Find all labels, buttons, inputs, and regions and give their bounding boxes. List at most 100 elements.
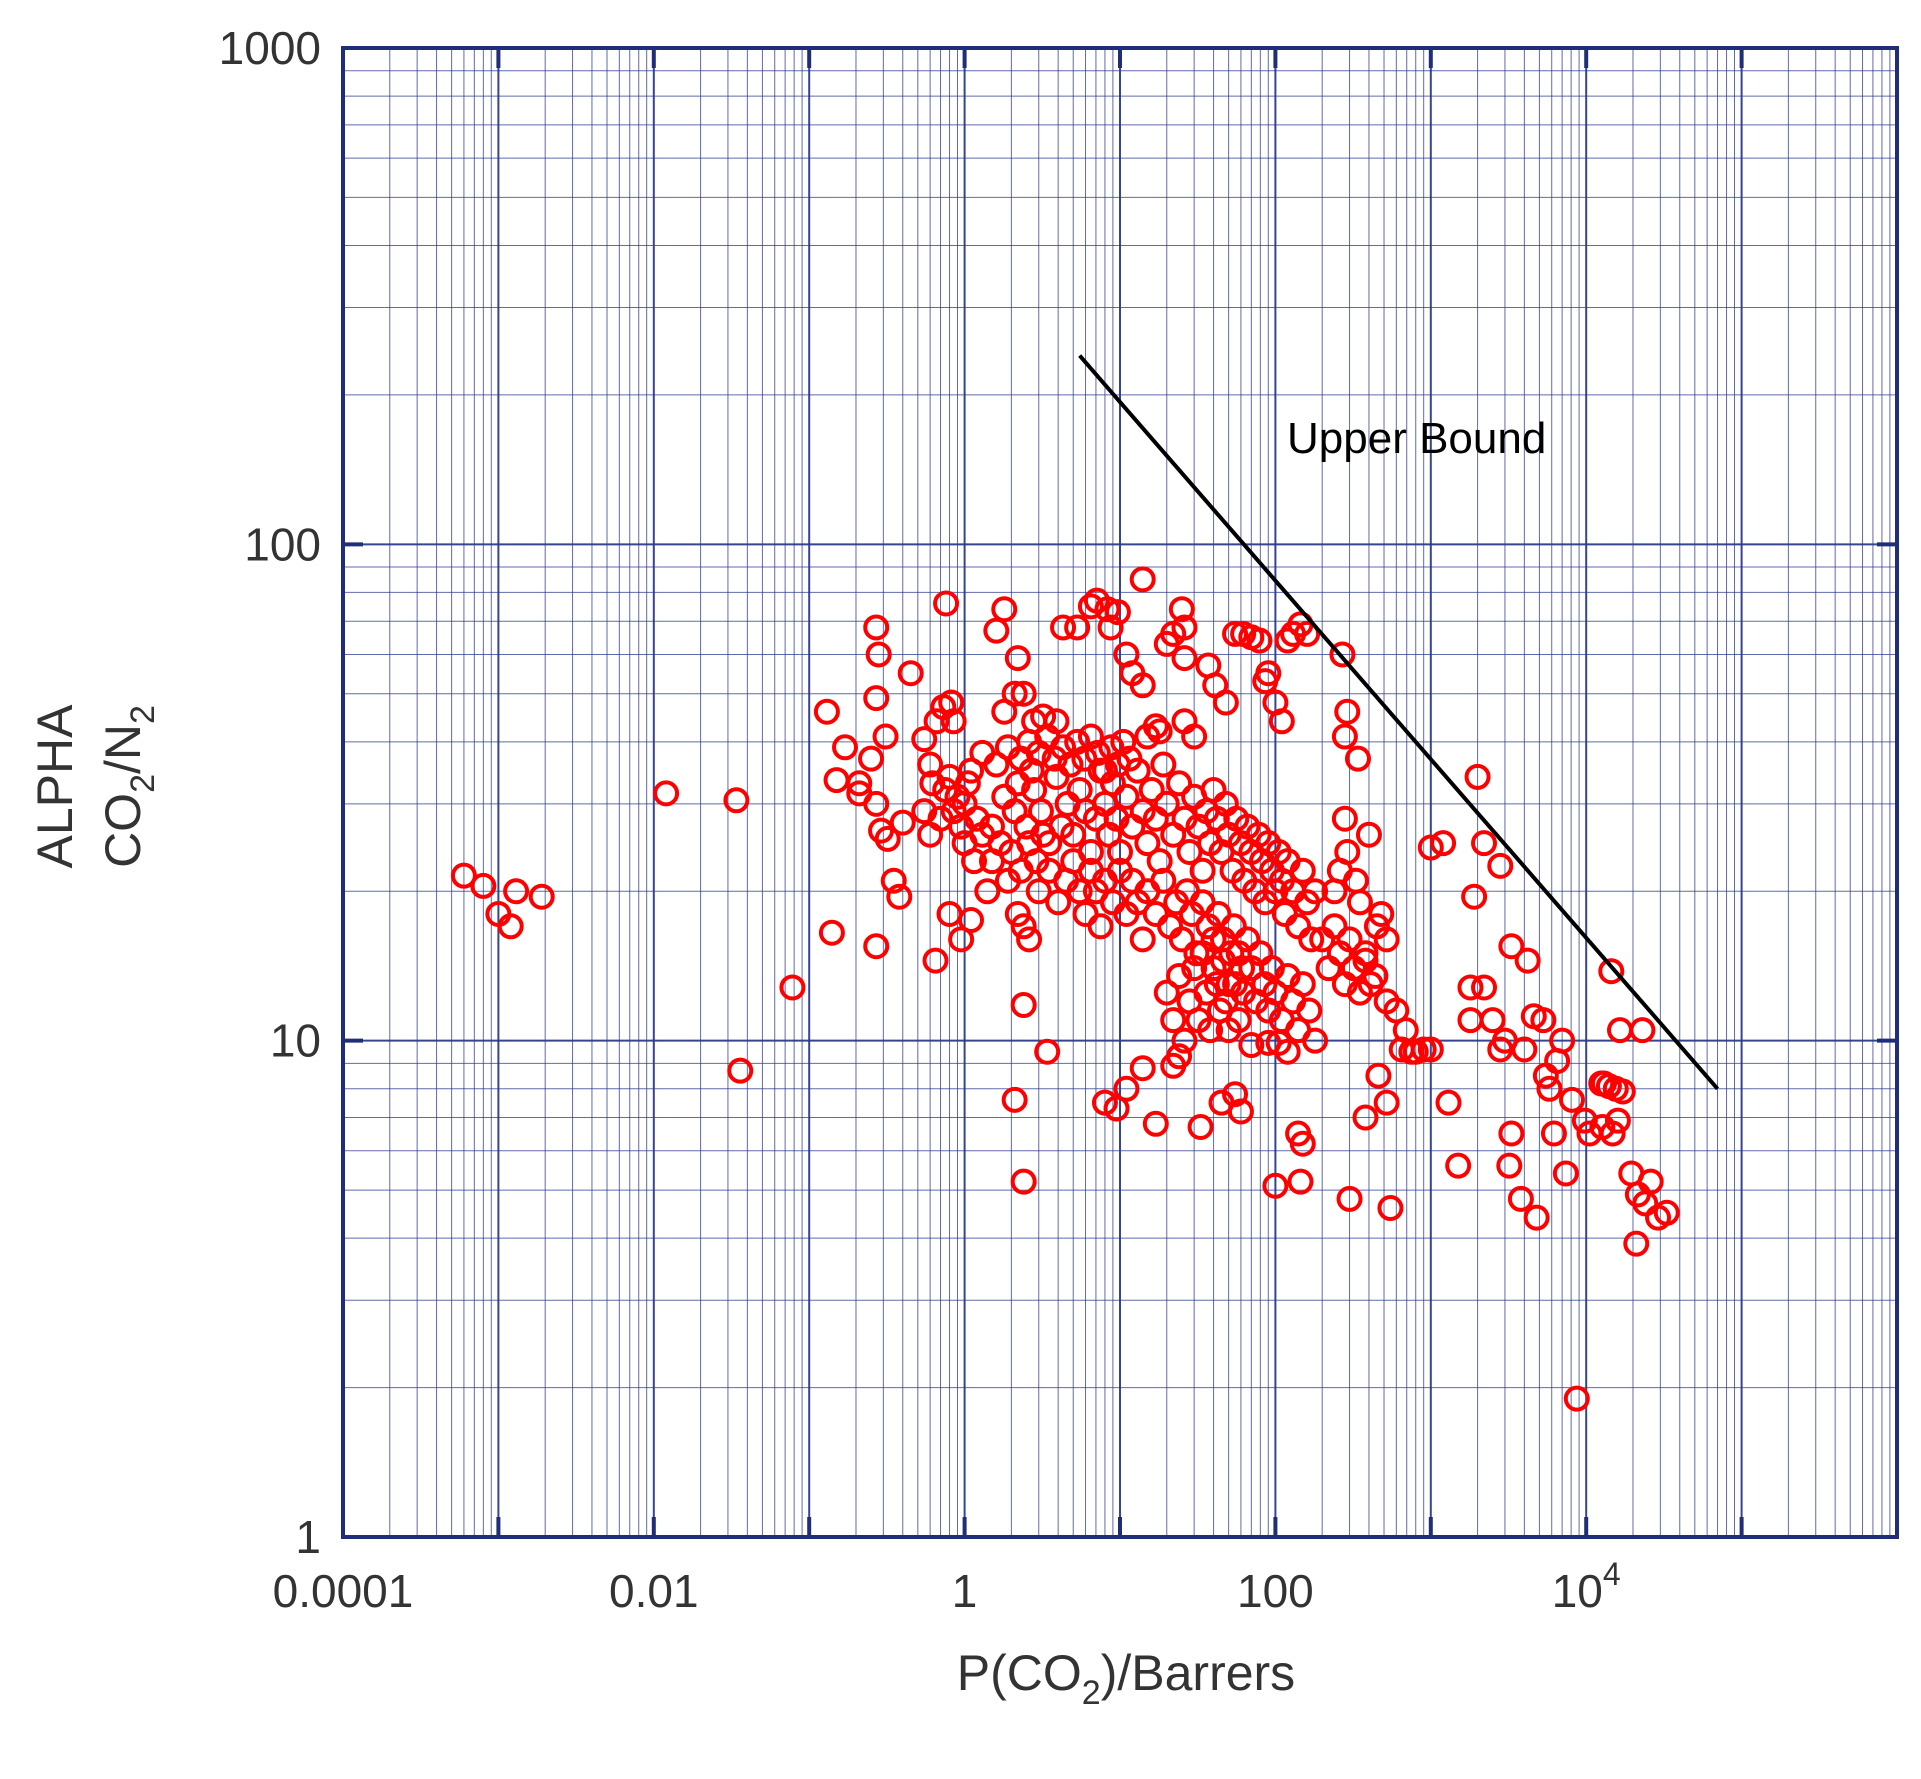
data-point xyxy=(1171,614,1198,641)
data-point xyxy=(1262,1172,1289,1199)
data-point xyxy=(1388,1036,1415,1063)
data-point xyxy=(958,907,985,934)
data-point xyxy=(1344,745,1371,772)
y-tick-label: 1 xyxy=(295,1511,321,1563)
data-point xyxy=(1637,1168,1664,1195)
data-point xyxy=(1331,805,1358,832)
data-point xyxy=(1091,757,1118,784)
data-point xyxy=(450,862,477,889)
data-point xyxy=(1060,821,1087,848)
upper-bound-line xyxy=(1078,354,1720,1091)
data-point xyxy=(991,596,1018,623)
data-point xyxy=(1205,900,1232,927)
data-point xyxy=(874,825,901,852)
data-point xyxy=(951,830,978,857)
data-point xyxy=(1045,889,1072,916)
data-point xyxy=(1590,1070,1617,1097)
data-point xyxy=(1227,1098,1254,1125)
data-point xyxy=(1365,1062,1392,1089)
data-point xyxy=(1222,971,1249,998)
data-point xyxy=(1514,947,1541,974)
data-point xyxy=(1336,926,1363,953)
x-axis-title: P(CO2)/Barrers xyxy=(957,1645,1295,1712)
data-point xyxy=(1234,926,1261,953)
data-point xyxy=(932,776,959,803)
data-point xyxy=(1373,926,1400,953)
data-point xyxy=(1025,878,1052,905)
data-point xyxy=(1189,857,1216,884)
data-point xyxy=(1487,852,1514,879)
data-point xyxy=(1604,1107,1631,1134)
data-point xyxy=(1103,1095,1130,1122)
data-point xyxy=(1104,599,1131,626)
data-point xyxy=(1222,620,1249,647)
data-point xyxy=(1171,805,1198,832)
data-point xyxy=(863,790,890,817)
upper-bound-line-group xyxy=(1078,354,1720,1091)
data-point xyxy=(1129,566,1156,593)
data-point xyxy=(1010,1168,1037,1195)
data-point xyxy=(917,821,944,848)
data-point xyxy=(1296,997,1323,1024)
data-point xyxy=(727,1057,754,1084)
data-point xyxy=(1153,790,1180,817)
data-point xyxy=(994,867,1021,894)
data-point xyxy=(1138,776,1165,803)
y-tick-label: 100 xyxy=(244,518,321,570)
data-point xyxy=(1077,723,1104,750)
x-tick-label: 1 xyxy=(952,1565,978,1617)
data-point xyxy=(865,641,892,668)
data-point xyxy=(1181,723,1208,750)
upper-bound-label: Upper Bound xyxy=(1287,414,1546,463)
data-point xyxy=(1171,645,1198,672)
data-point xyxy=(1289,971,1316,998)
data-point xyxy=(1623,1230,1650,1257)
data-point xyxy=(933,590,960,617)
data-point xyxy=(1599,1120,1626,1147)
data-point xyxy=(1329,641,1356,668)
data-point xyxy=(1004,900,1031,927)
data-point xyxy=(723,787,750,814)
data-point xyxy=(470,872,497,899)
data-point xyxy=(818,919,845,946)
data-point xyxy=(1134,830,1161,857)
data-points xyxy=(450,566,1680,1412)
data-point xyxy=(1176,838,1203,865)
data-point xyxy=(1289,857,1316,884)
data-point xyxy=(886,883,913,910)
data-point xyxy=(1268,708,1295,735)
data-point xyxy=(1107,838,1133,865)
data-point xyxy=(1129,672,1156,699)
data-point xyxy=(1246,627,1273,654)
data-point xyxy=(1498,933,1525,960)
data-point xyxy=(1540,1120,1567,1147)
y-tick-label: 10 xyxy=(270,1015,321,1067)
data-point xyxy=(983,617,1010,644)
data-point xyxy=(1238,1032,1265,1059)
data-point xyxy=(1150,867,1177,894)
data-point xyxy=(528,883,555,910)
data-point xyxy=(1417,834,1444,861)
data-point xyxy=(1598,958,1625,985)
data-point xyxy=(1336,1185,1363,1212)
data-point xyxy=(919,770,946,797)
data-point xyxy=(1097,614,1124,641)
data-point xyxy=(1352,1104,1379,1131)
y-tick-label: 1000 xyxy=(219,22,321,74)
data-point xyxy=(779,974,806,1001)
data-point xyxy=(1077,593,1104,620)
data-point xyxy=(1016,926,1043,953)
data-point xyxy=(1171,1027,1198,1054)
data-point xyxy=(987,830,1014,857)
data-point xyxy=(1523,1204,1550,1231)
data-point xyxy=(1255,660,1282,687)
data-point xyxy=(1087,913,1114,940)
data-point xyxy=(1153,979,1180,1006)
data-point xyxy=(1331,723,1358,750)
data-point xyxy=(1357,971,1384,998)
data-point xyxy=(1004,645,1031,672)
gridlines xyxy=(343,48,1897,1537)
data-point xyxy=(1200,926,1227,953)
data-point xyxy=(1532,1062,1559,1089)
